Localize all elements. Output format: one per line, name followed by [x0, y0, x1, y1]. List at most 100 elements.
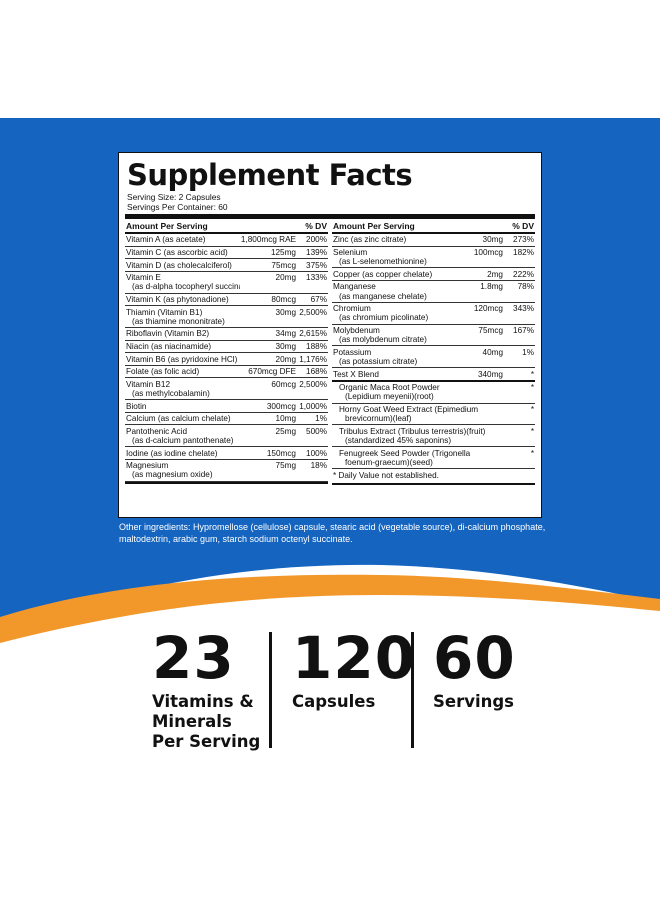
nutrient-row: Thiamin (Vitamin B1) (as thiamine mononit… [125, 306, 328, 328]
nutrient-amount: 25mg [275, 426, 296, 436]
nutrient-amount: 1,800mcg RAE [240, 235, 296, 245]
nutrient-row: Vitamin K (as phytonadione) 80mcg 67% [125, 294, 328, 307]
nutrient-row: Potassium (as potassium citrate) 40mg 1% [332, 346, 535, 369]
nutrient-name: Magnesium (as magnesium oxide) [126, 461, 240, 479]
nutrient-name: Niacin (as niacinamide) [126, 342, 240, 351]
nutrient-row: Niacin (as niacinamide) 30mg 188% [125, 341, 328, 354]
nutrient-amount: 30mg [482, 235, 503, 245]
nutrient-label: Vitamin K (as phytonadione) [126, 294, 229, 304]
nutrient-dv: 500% [306, 426, 327, 436]
other-ingredients-text: Other ingredients: Hypromellose (cellulo… [119, 522, 546, 544]
nutrient-label: Magnesium [126, 461, 169, 471]
stats-bar: 23 Vitamins & Minerals Per Serving 120 C… [0, 628, 660, 758]
stat-number: 23 [152, 624, 235, 692]
nutrient-dv: 18% [310, 461, 327, 471]
nutrient-label: Vitamin C (as ascorbic acid) [126, 247, 228, 257]
nutrient-amount: 75mg [275, 461, 296, 471]
blend-ingredient-dv: * [530, 448, 534, 458]
nutrient-source: (as d-alpha tocopheryl succinate) [132, 282, 240, 292]
supplement-facts-panel: Supplement Facts Serving Size: 2 Capsule… [118, 152, 542, 518]
nutrient-name: Calcium (as calcium chelate) [126, 414, 240, 423]
left-column-header: Amount Per Serving % DV [125, 219, 328, 234]
nutrient-source: (as potassium citrate) [339, 356, 418, 366]
stat-label: Servings [433, 692, 515, 711]
blend-ingredient-name: Tribulus Extract (Tribulus terrestris)(f… [339, 427, 522, 445]
stat-capsules: 120 Capsules [292, 628, 416, 712]
nutrient-row: Vitamin B6 (as pyridoxine HCl) 20mg 1,176% [125, 353, 328, 366]
nutrient-name: Thiamin (Vitamin B1) (as thiamine mononit… [126, 308, 240, 326]
nutrient-name: Potassium (as potassium citrate) [333, 348, 447, 366]
left-column-end-rule [125, 481, 328, 485]
nutrient-amount: 125mg [270, 247, 296, 257]
stat-label: Vitamins & Minerals Per Serving [152, 692, 261, 751]
blend-ingredient-line1: Tribulus Extract (Tribulus terrestris)(f… [339, 426, 486, 436]
nutrient-row: Copper (as copper chelate) 2mg 222% [332, 268, 535, 281]
nutrient-label: Niacin (as niacinamide) [126, 341, 212, 351]
nutrient-dv: 343% [513, 304, 534, 314]
nutrient-name: Vitamin C (as ascorbic acid) [126, 248, 240, 257]
nutrient-row: Folate (as folic acid) 670mcg DFE 168% [125, 366, 328, 379]
blend-ingredient-row: Organic Maca Root Powder (Lepidium meyeni… [332, 382, 535, 404]
blend-ingredient-line2: foenum-graecum)(seed) [345, 457, 433, 467]
nutrient-dv: 167% [513, 325, 534, 335]
stat-divider [269, 632, 272, 748]
nutrient-name: Biotin [126, 402, 240, 411]
nutrient-name: Chromium (as chromium picolinate) [333, 304, 447, 322]
nutrient-label: Molybdenum [333, 325, 380, 335]
nutrient-amount: 75mcg [271, 260, 296, 270]
nutrient-dv: 222% [513, 269, 534, 279]
nutrient-amount: 300mcg [266, 401, 296, 411]
nutrient-amount: 75mcg [478, 325, 503, 335]
nutrient-dv: 2,500% [299, 307, 327, 317]
nutrient-dv: 2,500% [299, 379, 327, 389]
blend-ingredient-line1: Organic Maca Root Powder [339, 383, 440, 393]
nutrient-label: Zinc (as zinc citrate) [333, 235, 407, 245]
nutrient-row: Molybdenum (as molybdenum citrate) 75mcg 16… [332, 325, 535, 347]
nutrient-row: Vitamin E(as d-alpha tocopheryl succinat… [125, 272, 328, 294]
nutrient-amount: 120mcg [473, 304, 503, 314]
nutrient-label: Chromium [333, 304, 371, 314]
nutrient-name: Zinc (as zinc citrate) [333, 235, 447, 244]
thick-divider [125, 214, 535, 219]
nutrient-amount: 20mg [275, 273, 296, 283]
nutrient-amount: 1.8mg [480, 282, 503, 292]
nutrient-dv: 1% [522, 347, 534, 357]
nutrient-row: Vitamin A (as acetate) 1,800mcg RAE 200% [125, 234, 328, 247]
header-dv-label: % DV [305, 221, 327, 231]
nutrient-row: Zinc (as zinc citrate) 30mg 273% [332, 234, 535, 247]
nutrient-source: (as molybdenum citrate) [339, 335, 427, 345]
nutrient-label: Thiamin (Vitamin B1) [126, 307, 203, 317]
blend-ingredient-name: Fenugreek Seed Powder (Trigonella foenum-… [339, 449, 522, 467]
nutrient-row: Iodine (as iodine chelate) 150mcg 100% [125, 447, 328, 460]
serving-size: Serving Size: 2 Capsules [127, 192, 221, 202]
stat-label: Capsules [292, 692, 376, 711]
nutrient-source: (as chromium picolinate) [339, 313, 429, 323]
nutrient-amount: 150mcg [266, 448, 296, 458]
nutrient-row: Calcium (as calcium chelate) 10mg 1% [125, 413, 328, 426]
nutrient-source: (as d-calcium pantothenate) [132, 435, 234, 445]
stat-servings: 60 Servings [433, 628, 516, 712]
nutrient-dv: 78% [517, 282, 534, 292]
nutrient-amount: 10mg [275, 414, 296, 424]
blend-ingredient-line2: (Lepidium meyenii)(root) [345, 392, 434, 402]
nutrient-amount: 80mcg [271, 294, 296, 304]
nutrient-name: Iodine (as iodine chelate) [126, 449, 240, 458]
facts-columns: Amount Per Serving % DV Vitamin A (as ac… [125, 219, 535, 486]
nutrient-source: (as L-selenomethionine) [339, 257, 427, 267]
blend-ingredient-dv: * [530, 383, 534, 393]
servings-per-container: Servings Per Container: 60 [127, 202, 228, 212]
nutrient-label: Folate (as folic acid) [126, 367, 200, 377]
blend-ingredient-dv: * [530, 426, 534, 436]
nutrient-source: (as thiamine mononitrate) [132, 316, 225, 326]
nutrient-amount: 34mg [275, 329, 296, 339]
stat-divider [411, 632, 414, 748]
nutrient-label: Potassium [333, 347, 372, 357]
nutrient-label: Biotin [126, 401, 147, 411]
orange-wave-band [0, 564, 660, 665]
nutrient-label: Riboflavin (Vitamin B2) [126, 329, 210, 339]
blend-ingredient-row: Horny Goat Weed Extract (Epimedium brevic… [332, 404, 535, 426]
nutrient-row: Chromium (as chromium picolinate) 120mcg 34… [332, 303, 535, 325]
nutrient-row: Vitamin B12 (as methylcobalamin) 60mcg 2,50… [125, 378, 328, 401]
nutrient-label: Vitamin D (as cholecalciferol) [126, 260, 232, 270]
top-white-area [0, 0, 660, 118]
